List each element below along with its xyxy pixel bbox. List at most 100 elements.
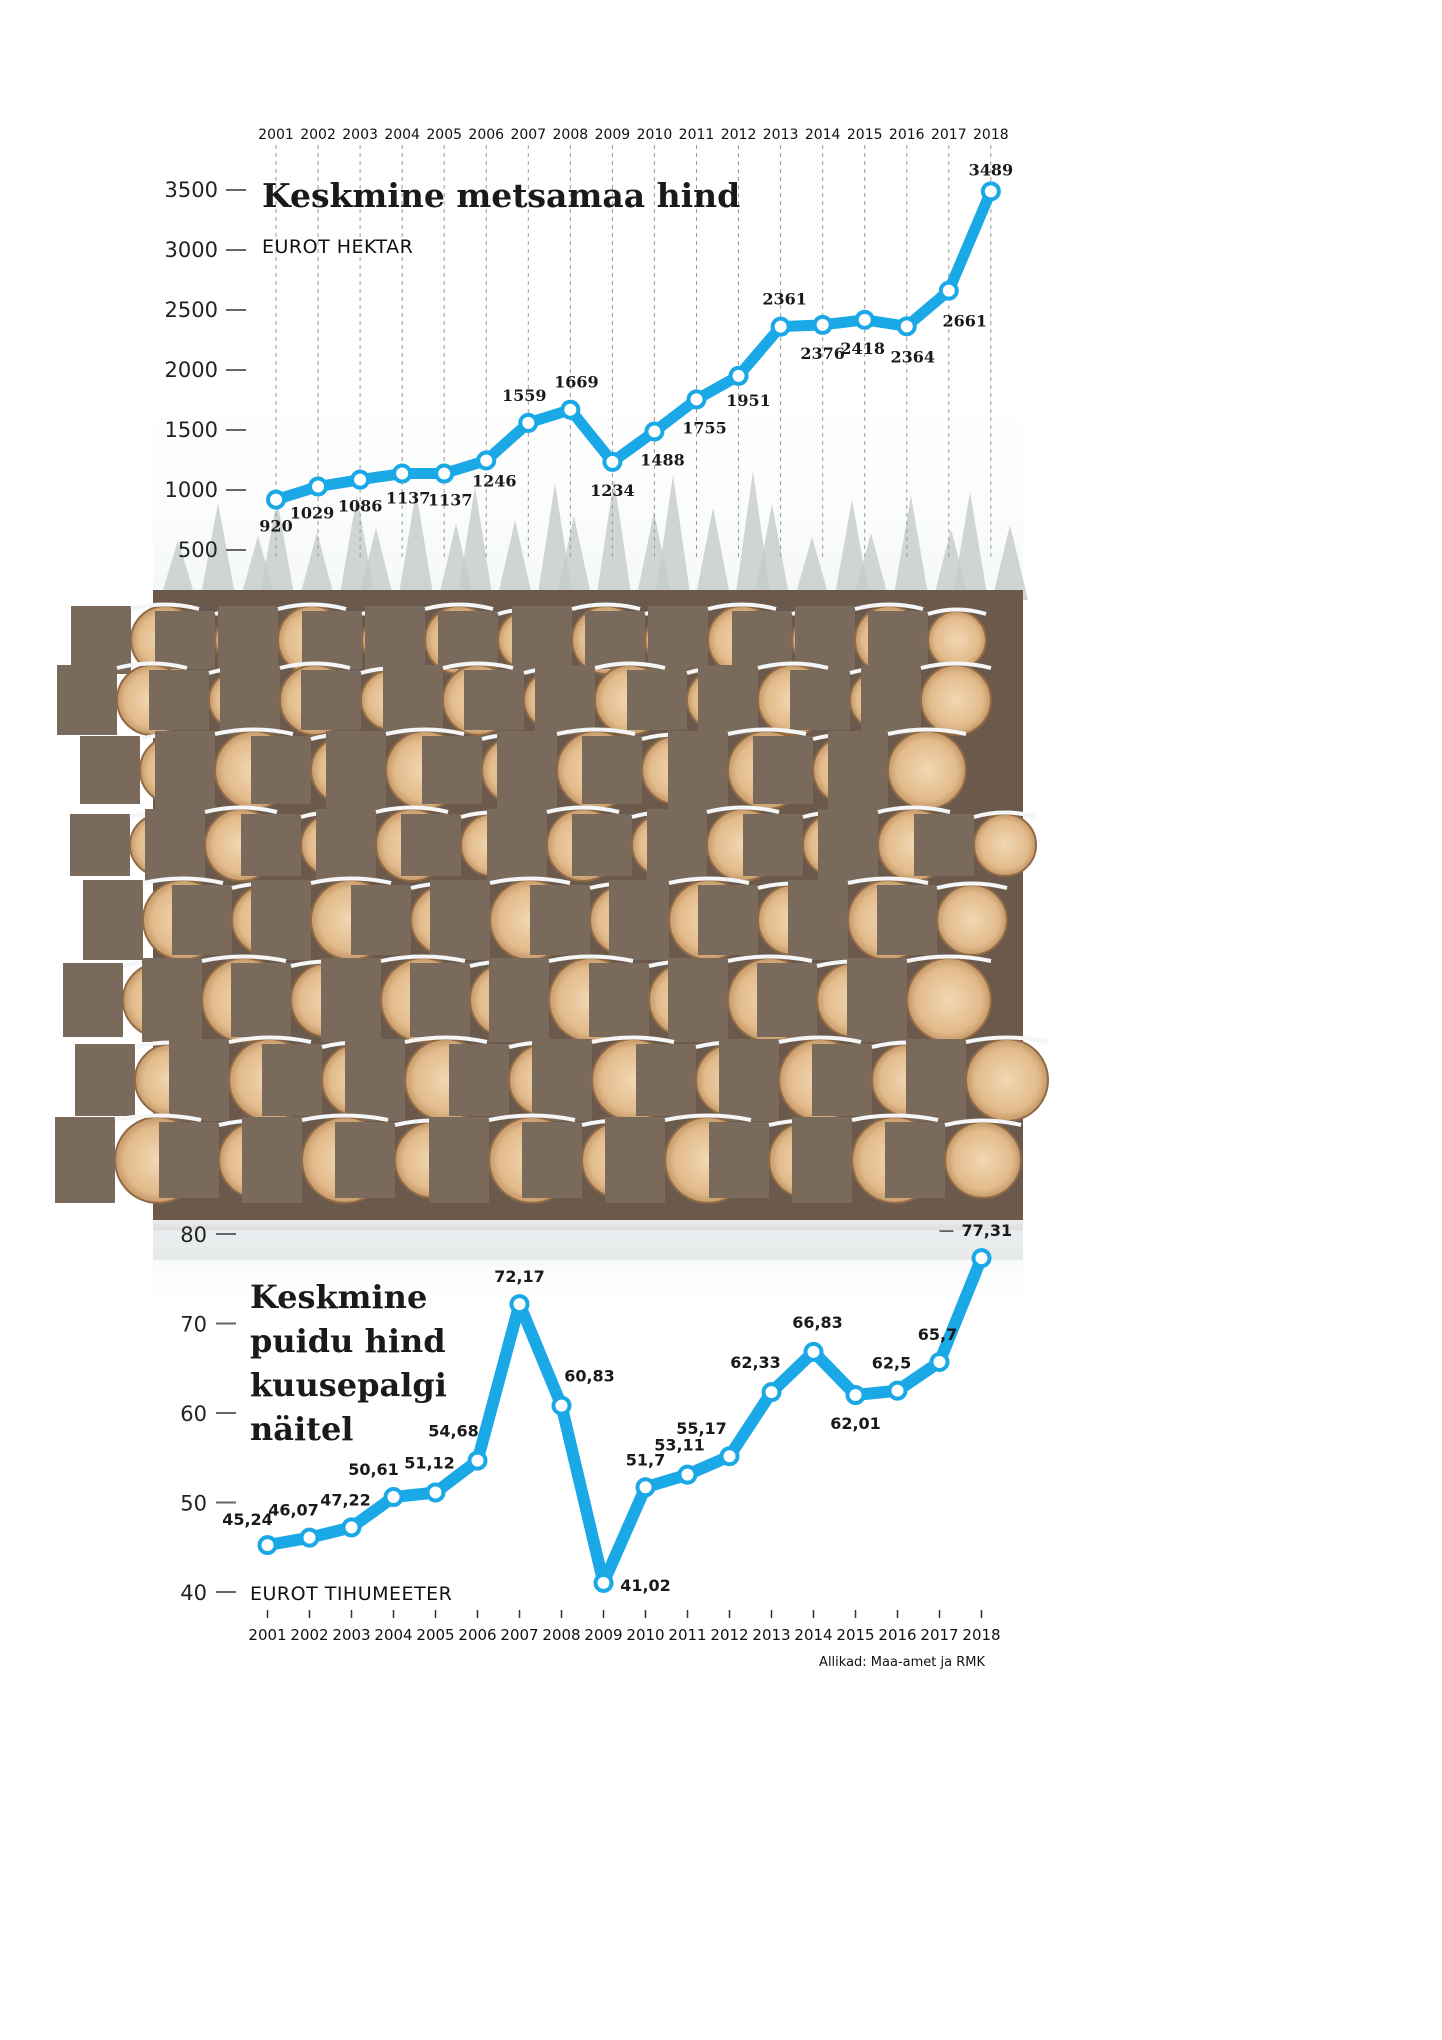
snow-dust	[424, 602, 494, 611]
log-bark	[430, 880, 490, 960]
log-bark	[172, 885, 232, 955]
log-bark	[365, 606, 425, 674]
y-axis: 40 50 60 70 80	[180, 1223, 236, 1605]
data-point	[593, 1572, 614, 1593]
x-tick-label: 2018	[973, 127, 1009, 143]
data-point	[383, 1487, 404, 1508]
log-bark	[532, 1039, 592, 1121]
log-bark	[648, 606, 708, 674]
snow-dust	[279, 661, 351, 670]
snow-dust	[228, 1035, 312, 1044]
data-label: 1951	[726, 391, 771, 410]
snow-dust	[116, 661, 188, 670]
data-point	[266, 489, 286, 510]
data-label: 77,31	[962, 1221, 1013, 1240]
log-bark	[401, 814, 461, 876]
x-tick-label: 2007	[500, 1626, 538, 1644]
data-label: 3489	[969, 160, 1014, 179]
series-line	[266, 181, 1001, 510]
snow-dust	[727, 954, 813, 963]
snow-dust	[920, 661, 992, 670]
log-pile-photo	[55, 360, 1049, 1310]
log-bark	[429, 1117, 489, 1203]
x-tick-label: 2016	[878, 1626, 916, 1644]
snow-dust	[489, 876, 571, 885]
data-point	[719, 1446, 740, 1467]
log-bark	[142, 958, 202, 1042]
data-point	[845, 1385, 866, 1406]
log-bark	[572, 814, 632, 876]
data-label: 45,24	[222, 1510, 273, 1529]
log-bark	[698, 665, 758, 735]
data-point	[938, 280, 959, 301]
source-note: Allikad: Maa-amet ja RMK	[819, 1655, 985, 1670]
data-point	[551, 1395, 572, 1416]
tree	[952, 492, 988, 600]
data-point	[803, 1341, 824, 1362]
x-tick-label: 2003	[342, 127, 378, 143]
data-label: 2418	[840, 339, 885, 358]
log-bark	[489, 958, 549, 1042]
data-label: 55,17	[676, 1419, 727, 1438]
data-point	[509, 1294, 530, 1315]
log-bark	[449, 1044, 509, 1116]
data-label: 66,83	[792, 1313, 843, 1332]
data-label: 1137	[386, 489, 431, 508]
data-point	[677, 1464, 698, 1485]
log-bark	[885, 1122, 945, 1198]
data-point	[476, 450, 497, 471]
snow-dust	[664, 1113, 752, 1122]
chart-title-line-1: Keskmine	[250, 1278, 427, 1316]
data-label: 62,33	[730, 1353, 781, 1372]
y-axis: 500 1000 1500 2000 2500 3000 3500	[165, 178, 246, 562]
snow-dust	[380, 954, 466, 963]
x-tick-label: 2009	[584, 1626, 622, 1644]
snow-dust	[546, 805, 620, 814]
log-bark	[241, 814, 301, 876]
log-bark	[522, 1122, 582, 1198]
log-bark	[627, 670, 687, 730]
chart-title-line-2: puidu hind	[250, 1322, 446, 1360]
x-tick-label: 2010	[626, 1626, 664, 1644]
data-label: 2364	[890, 347, 935, 366]
x-tick-label: 2005	[426, 127, 462, 143]
log-bark	[326, 731, 386, 809]
log-bark	[719, 1039, 779, 1121]
log-end	[944, 1121, 1022, 1199]
snow-dust	[847, 876, 929, 885]
snow-dust	[778, 1035, 862, 1044]
y-tick-label: 70	[180, 1313, 207, 1337]
data-point	[308, 476, 329, 497]
data-label: 46,07	[268, 1501, 319, 1520]
x-tick-label: 2018	[962, 1626, 1000, 1644]
x-tick-label: 2006	[468, 127, 504, 143]
tree	[299, 532, 335, 600]
log-bark	[530, 885, 590, 955]
tree	[160, 540, 196, 600]
data-label: 1559	[502, 386, 547, 405]
data-label: 62,01	[830, 1414, 881, 1433]
y-tick-label: 3000	[165, 238, 218, 262]
snow-dust	[594, 661, 666, 670]
x-tick-label: 2008	[542, 1626, 580, 1644]
log-bark	[83, 880, 143, 960]
x-tick-label: 2005	[416, 1626, 454, 1644]
unit-label: EUROT TIHUMEETER	[250, 1583, 452, 1605]
series-line	[257, 1248, 992, 1593]
snow-dust	[906, 954, 992, 963]
log-bark	[251, 880, 311, 960]
snow-dust	[668, 876, 750, 885]
log-bark	[145, 809, 205, 881]
data-label: 50,61	[348, 1460, 399, 1479]
log-bark	[497, 731, 557, 809]
x-tick-label: 2013	[763, 127, 799, 143]
data-point	[257, 1535, 278, 1556]
land-price-chart: 500 1000 1500 2000 2500 3000 3500 2001 2002 2003…	[165, 127, 1014, 562]
log-bark	[75, 1044, 135, 1116]
x-tick-label: 2007	[510, 127, 546, 143]
snow-dust	[851, 1113, 939, 1122]
y-tick-label: 1000	[165, 478, 218, 502]
data-point	[812, 314, 833, 335]
data-point	[434, 463, 455, 484]
